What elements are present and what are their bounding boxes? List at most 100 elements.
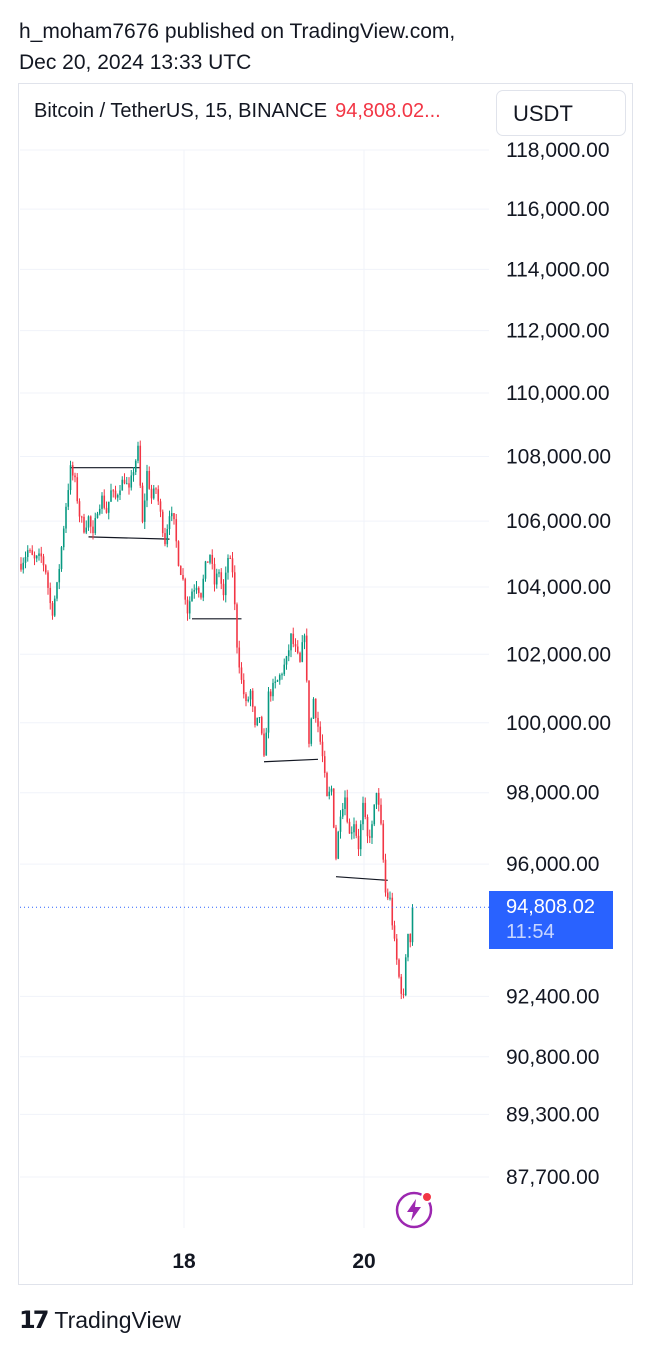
candle-body (60, 547, 63, 569)
candle-body (411, 907, 414, 943)
candle-body (47, 572, 49, 588)
candle-body (26, 550, 29, 558)
candle-body (245, 694, 247, 702)
candle-body (294, 644, 297, 647)
candle-body (301, 642, 304, 662)
lightning-icon[interactable] (394, 1190, 434, 1230)
candle-body (224, 572, 227, 596)
candle-body (337, 831, 340, 859)
symbol-legend[interactable]: Bitcoin / TetherUS, 15, BINANCE 94,808.02… (34, 100, 441, 123)
candle-body (202, 578, 205, 598)
candle-body (209, 554, 211, 563)
last-price-value: 94,808.02 (506, 896, 595, 918)
candle-body (330, 788, 333, 792)
candle-body (386, 892, 389, 899)
candle-body (398, 959, 400, 977)
candle-body (332, 788, 335, 828)
candle-body (150, 488, 153, 499)
candle-body (303, 635, 306, 643)
candle-body (247, 699, 250, 702)
candle-body (146, 471, 148, 501)
candle-body (92, 526, 94, 534)
candle-body (213, 563, 216, 585)
candle-body (319, 726, 322, 742)
horizontal-level-line (88, 536, 170, 540)
candle-body (382, 823, 385, 860)
candle-body (393, 925, 396, 939)
candle-body (256, 717, 259, 726)
candle-body (242, 679, 245, 695)
candle-body (175, 519, 178, 542)
candle-body (143, 500, 146, 522)
candle-body (384, 859, 387, 893)
candle-body (260, 717, 263, 734)
candle-body (87, 516, 90, 528)
candle-body (191, 591, 193, 602)
candle-body (148, 471, 151, 489)
candle-body (220, 572, 223, 584)
candle-body (215, 573, 218, 585)
price-tick-label: 116,000.00 (506, 198, 610, 221)
candle-body (364, 802, 367, 817)
candle-body (231, 558, 234, 573)
candle-body (186, 599, 189, 614)
price-tick-label: 100,000.00 (506, 712, 611, 735)
candle-body (134, 460, 137, 473)
candle-body (56, 582, 58, 599)
candle-body (182, 575, 184, 580)
candle-body (348, 821, 351, 834)
symbol-last-price: 94,808.02... (335, 100, 441, 122)
tradingview-logo-icon[interactable]: 17 (19, 1306, 49, 1334)
candle-body (193, 590, 196, 592)
candle-body (130, 475, 133, 488)
candle-body (62, 528, 65, 548)
candle-body (152, 488, 155, 499)
candle-body (323, 756, 326, 773)
candle-body (359, 824, 362, 850)
candle-body (258, 717, 261, 719)
candle-body (292, 633, 295, 645)
candle-body (287, 650, 290, 657)
publisher-line-1: h_moham7676 published on TradingView.com… (19, 20, 456, 43)
candle-body (105, 507, 108, 513)
price-tick-label: 89,300.00 (506, 1103, 599, 1126)
candle-body (197, 587, 200, 594)
candle-body (357, 835, 360, 850)
candle-body (132, 472, 135, 476)
candle-body (272, 682, 274, 697)
candle-body (119, 490, 121, 496)
currency-button[interactable]: USDT (496, 90, 626, 136)
candle-body (71, 465, 74, 476)
candle-body (137, 445, 139, 461)
time-tick-label: 20 (352, 1250, 375, 1273)
candle-body (69, 465, 72, 491)
candle-body (173, 513, 175, 520)
candle-body (341, 808, 344, 817)
candle-body (53, 598, 56, 616)
candle-body (366, 816, 369, 837)
last-price-tag: 94,808.02 11:54 (489, 891, 613, 949)
candle-body (200, 593, 202, 598)
candle-body (67, 490, 70, 507)
candle-body (123, 479, 126, 484)
candle-body (76, 477, 79, 502)
candle-body (24, 557, 27, 563)
candle-body (20, 563, 22, 570)
candle-body (128, 483, 130, 488)
candle-body (125, 483, 128, 485)
candle-body (402, 993, 405, 996)
candle-body (179, 565, 182, 576)
publisher-line-2: Dec 20, 2024 13:33 UTC (19, 51, 252, 74)
candle-body (407, 934, 409, 958)
candle-body (42, 556, 45, 566)
horizontal-level-line (263, 758, 319, 763)
candle-body (38, 553, 40, 556)
candle-body (328, 791, 331, 797)
candle-body (206, 561, 209, 563)
candle-body (310, 718, 313, 744)
grid-lines (20, 149, 489, 1228)
candle-body (114, 490, 117, 498)
candle-body (65, 506, 67, 529)
time-axis: 18 20 (172, 1250, 375, 1273)
